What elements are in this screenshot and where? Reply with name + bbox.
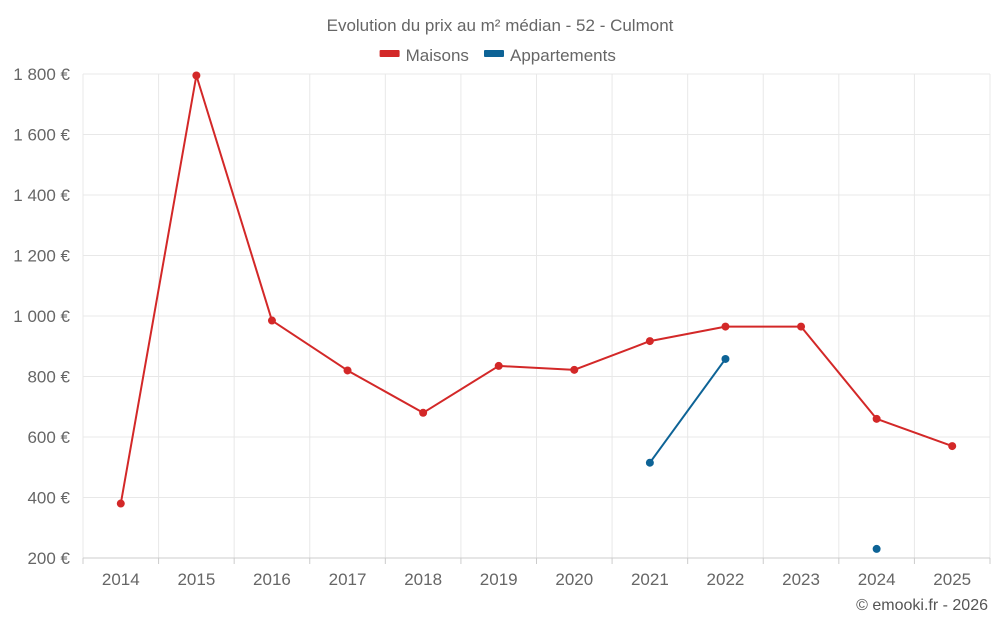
y-tick-label: 1 800 € — [13, 65, 70, 84]
data-point — [872, 414, 881, 423]
x-tick-label: 2014 — [102, 570, 140, 589]
x-tick-label: 2018 — [404, 570, 442, 589]
series-line — [649, 358, 727, 464]
y-tick-label: 1 400 € — [13, 186, 70, 205]
x-tick-label: 2019 — [480, 570, 518, 589]
data-point — [192, 71, 201, 80]
y-tick-label: 400 € — [27, 489, 70, 508]
y-axis: 200 € 400 € 600 € 800 € 1 000 € 1 200 € 1 400 … — [13, 65, 70, 568]
data-point — [116, 499, 125, 508]
data-point — [645, 337, 654, 346]
x-tick-label: 2017 — [329, 570, 367, 589]
x-tick-label: 2021 — [631, 570, 669, 589]
x-tick-label: 2025 — [933, 570, 971, 589]
data-point — [872, 544, 881, 553]
y-tick-label: 600 € — [27, 428, 70, 447]
x-tick-label: 2023 — [782, 570, 820, 589]
legend-label: Appartements — [510, 46, 616, 65]
grid — [82, 73, 991, 559]
data-point — [570, 365, 579, 374]
y-tick-label: 800 € — [27, 368, 70, 387]
y-tick-label: 200 € — [27, 549, 70, 568]
data-point — [645, 458, 654, 467]
legend-swatch — [484, 50, 504, 57]
legend-item: Maisons — [379, 46, 469, 65]
series-layer — [116, 71, 957, 553]
x-tick-label: 2015 — [177, 570, 215, 589]
x-axis: 2014 2015 2016 2017 2018 2019 2020 2021 2022 2023… — [82, 557, 991, 589]
y-tick-label: 1 200 € — [13, 247, 70, 266]
legend-label: Maisons — [406, 46, 469, 65]
legend-item: Appartements — [484, 46, 616, 65]
x-tick-label: 2020 — [555, 570, 593, 589]
data-point — [267, 316, 276, 325]
data-point — [721, 322, 730, 331]
credit-text: © emooki.fr - 2026 — [856, 597, 988, 614]
series-maisons — [116, 71, 957, 508]
legend: Maisons Appartements — [379, 46, 616, 65]
y-tick-label: 1 600 € — [13, 126, 70, 145]
data-point — [797, 322, 806, 331]
x-tick-label: 2016 — [253, 570, 291, 589]
y-tick-label: 1 000 € — [13, 307, 70, 326]
data-point — [419, 408, 428, 417]
legend-swatch — [379, 50, 400, 57]
data-point — [948, 442, 957, 451]
data-point — [721, 354, 730, 363]
series-appartements — [645, 354, 881, 553]
data-point — [343, 366, 352, 375]
x-tick-label: 2022 — [707, 570, 745, 589]
series-line — [119, 74, 953, 504]
data-point — [494, 361, 503, 370]
x-tick-label: 2024 — [858, 570, 896, 589]
chart-title: Evolution du prix au m² médian - 52 - Cu… — [327, 16, 674, 35]
